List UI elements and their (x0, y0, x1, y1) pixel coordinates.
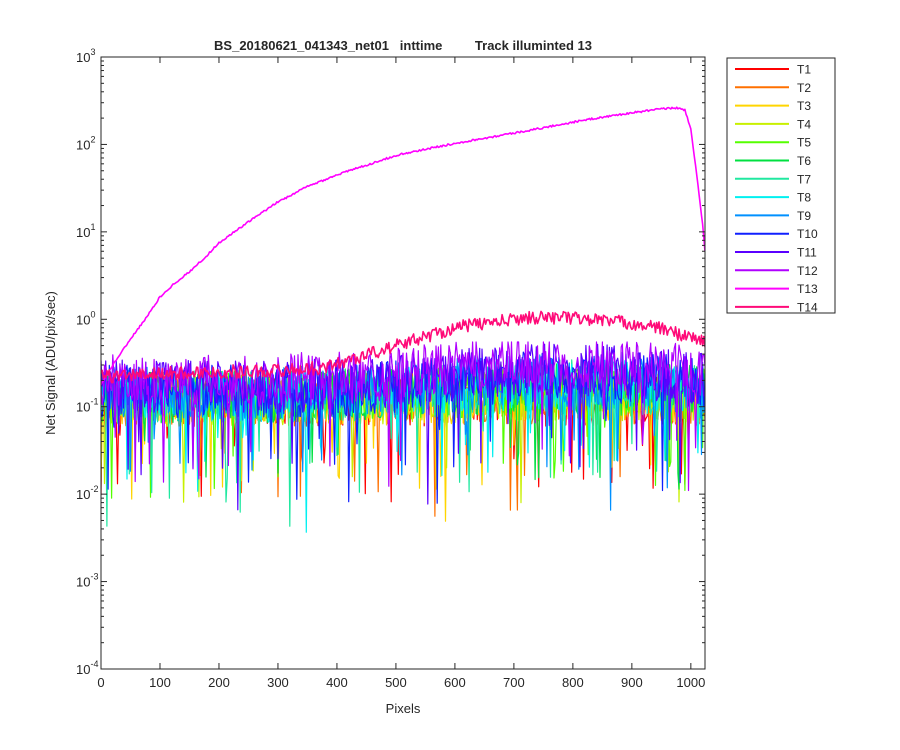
x-tick-label: 300 (267, 675, 289, 690)
legend-label: T4 (797, 117, 811, 131)
chart-title: BS_20180621_041343_net01 inttime Track i… (214, 38, 592, 53)
x-tick-label: 100 (149, 675, 171, 690)
x-tick-label: 700 (503, 675, 525, 690)
x-tick-label: 900 (621, 675, 643, 690)
y-tick-exponent: 3 (90, 47, 95, 57)
legend-label: T7 (797, 172, 811, 186)
series-line-t12 (101, 341, 705, 492)
x-tick-label: 400 (326, 675, 348, 690)
legend-label: T9 (797, 209, 811, 223)
legend-label: T1 (797, 63, 811, 77)
series-layer (101, 106, 705, 533)
y-axis-label: Net Signal (ADU/pix/sec) (43, 291, 58, 435)
x-axis-label: Pixels (386, 701, 421, 716)
legend-label: T6 (797, 154, 811, 168)
legend-label: T3 (797, 99, 811, 113)
x-tick-label: 600 (444, 675, 466, 690)
legend-label: T2 (797, 81, 811, 95)
y-tick-exponent: -1 (90, 397, 98, 407)
x-tick-label: 200 (208, 675, 230, 690)
y-tick-exponent: -2 (90, 484, 98, 494)
axes-frame (100, 56, 706, 670)
y-tick-exponent: -3 (90, 572, 98, 582)
legend-label: T11 (797, 246, 817, 260)
series-line-t14 (101, 310, 705, 384)
legend-label: T12 (797, 264, 818, 278)
legend-label: T10 (797, 227, 818, 241)
y-tick-exponent: 1 (90, 222, 95, 232)
x-tick-label: 500 (385, 675, 407, 690)
y-tick-exponent: 2 (90, 134, 95, 144)
x-tick-label: 1000 (676, 675, 705, 690)
x-tick-label: 0 (97, 675, 104, 690)
legend-box (726, 57, 836, 314)
legend: T1 T2 T3 T4 T5 T6 T7 T8 T9 T10 T11 T12 T13 T14 (726, 57, 836, 314)
ticks-layer: 0 100 200 300 400 500 600 700 800 900 100010-410-3… (76, 47, 705, 690)
legend-label: T13 (797, 282, 818, 296)
legend-label: T14 (797, 300, 818, 314)
y-tick-exponent: -4 (90, 659, 98, 669)
legend-label: T8 (797, 191, 811, 205)
x-tick-label: 800 (562, 675, 584, 690)
series-line-t13 (101, 106, 705, 386)
legend-label: T5 (797, 136, 811, 150)
y-tick-exponent: 0 (90, 309, 95, 319)
